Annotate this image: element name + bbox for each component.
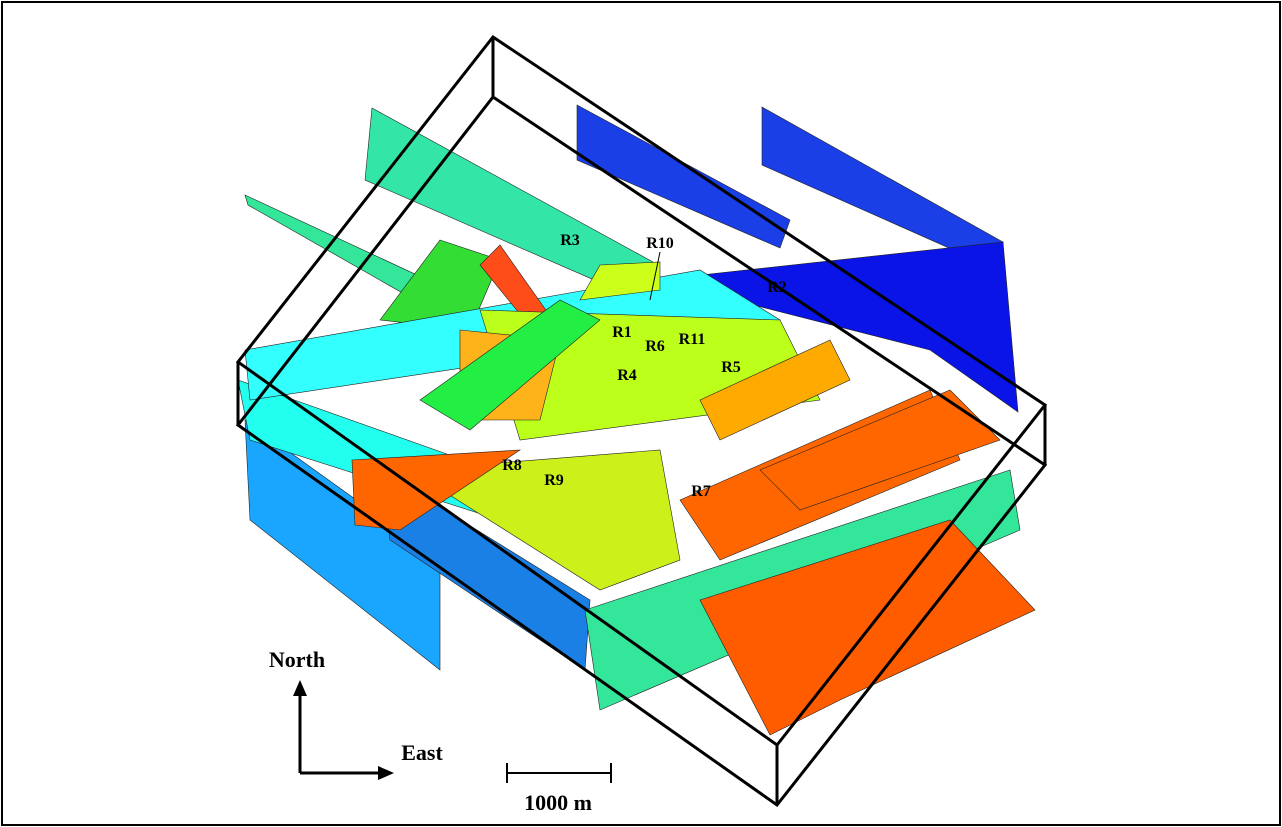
east-label: East [401,740,443,765]
fault-label: R11 [679,331,706,348]
fault-label: R9 [544,472,564,489]
fault-label: R7 [691,483,711,500]
fault-label: R8 [502,457,522,474]
fault-diagram: R3 R10 R2 R1 R6 R11 R5 R4 R8 R9 R7 North East 1000… [0,0,1282,827]
fault-label: R2 [767,279,787,296]
fault-label: R1 [612,324,632,341]
fault-label: R10 [646,235,674,252]
fault-label: R3 [560,232,580,249]
north-label: North [269,647,325,672]
fault-label: R5 [721,359,741,376]
scale-label: 1000 m [524,790,592,815]
fault-label: R6 [645,338,665,355]
fault-label: R4 [617,367,637,384]
